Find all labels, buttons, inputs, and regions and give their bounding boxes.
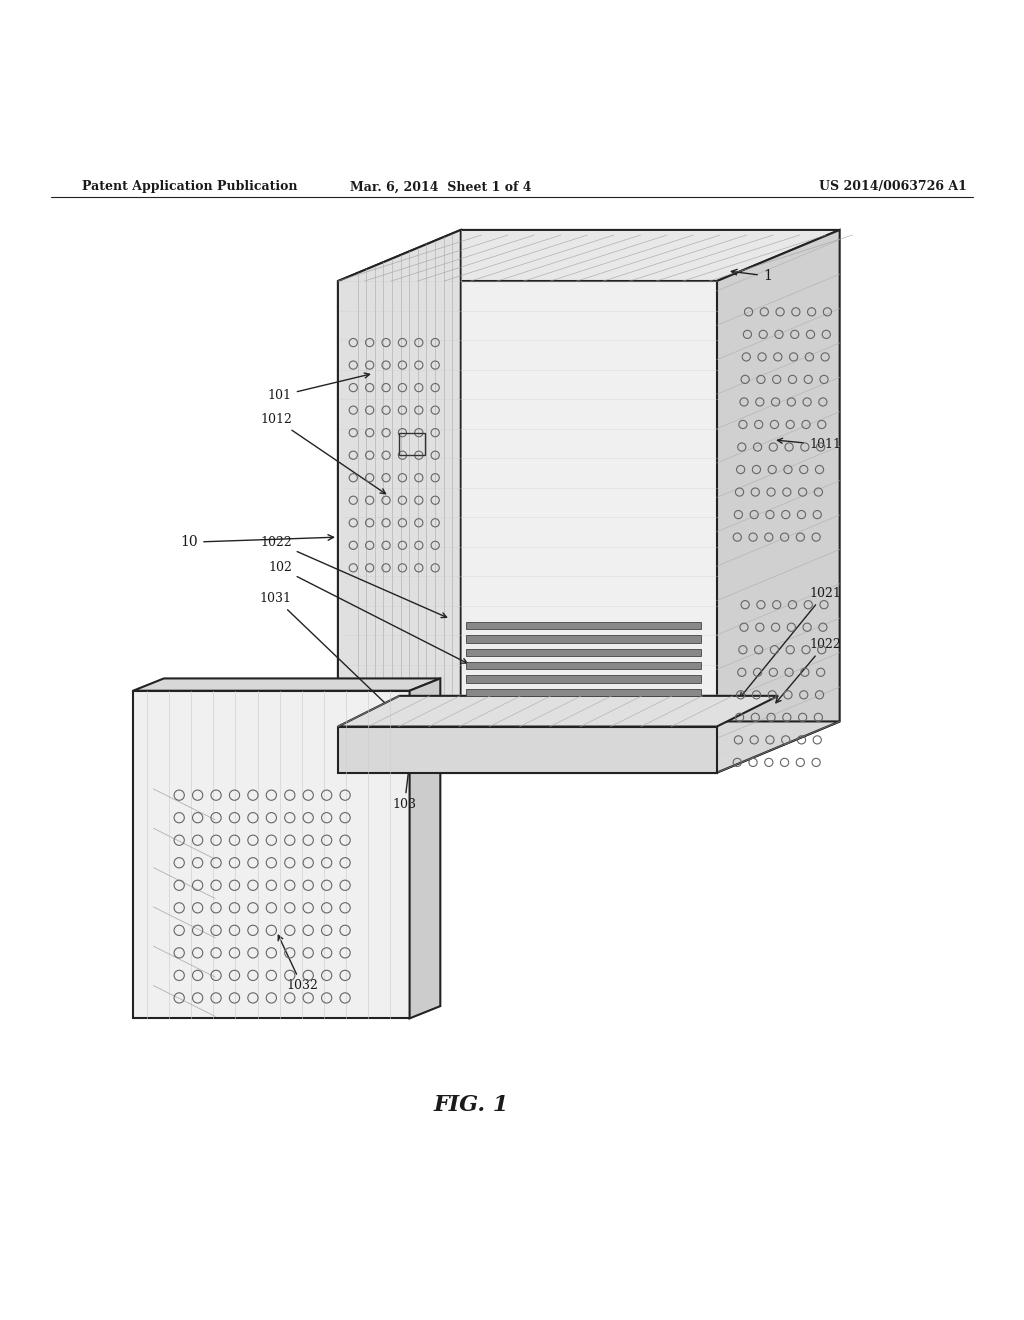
Bar xyxy=(466,676,701,682)
Bar xyxy=(466,689,701,696)
Polygon shape xyxy=(338,230,840,281)
Bar xyxy=(466,622,701,630)
Polygon shape xyxy=(717,230,840,772)
Polygon shape xyxy=(133,690,410,1019)
Bar xyxy=(466,635,701,643)
Polygon shape xyxy=(338,696,778,726)
Text: 1022: 1022 xyxy=(260,536,446,618)
Text: 1022: 1022 xyxy=(776,638,841,702)
Text: Patent Application Publication: Patent Application Publication xyxy=(82,181,297,194)
Text: 101: 101 xyxy=(268,374,370,403)
Text: 1: 1 xyxy=(731,269,772,282)
Polygon shape xyxy=(338,726,717,772)
Text: US 2014/0063726 A1: US 2014/0063726 A1 xyxy=(819,181,967,194)
Bar xyxy=(466,663,701,669)
Text: 1012: 1012 xyxy=(260,413,385,494)
Polygon shape xyxy=(338,281,717,772)
Polygon shape xyxy=(338,722,840,772)
Bar xyxy=(466,648,701,656)
Bar xyxy=(399,433,425,455)
Text: 1011: 1011 xyxy=(777,438,841,451)
Polygon shape xyxy=(338,230,461,772)
Text: 10: 10 xyxy=(180,535,334,549)
Text: 1032: 1032 xyxy=(279,936,318,993)
Text: 103: 103 xyxy=(392,767,417,812)
Text: FIG. 1: FIG. 1 xyxy=(433,1094,509,1117)
Text: 1021: 1021 xyxy=(740,587,841,697)
Text: 1031: 1031 xyxy=(260,593,407,723)
Polygon shape xyxy=(410,678,440,1019)
Text: Mar. 6, 2014  Sheet 1 of 4: Mar. 6, 2014 Sheet 1 of 4 xyxy=(349,181,531,194)
Polygon shape xyxy=(133,678,440,690)
Text: 102: 102 xyxy=(268,561,467,663)
